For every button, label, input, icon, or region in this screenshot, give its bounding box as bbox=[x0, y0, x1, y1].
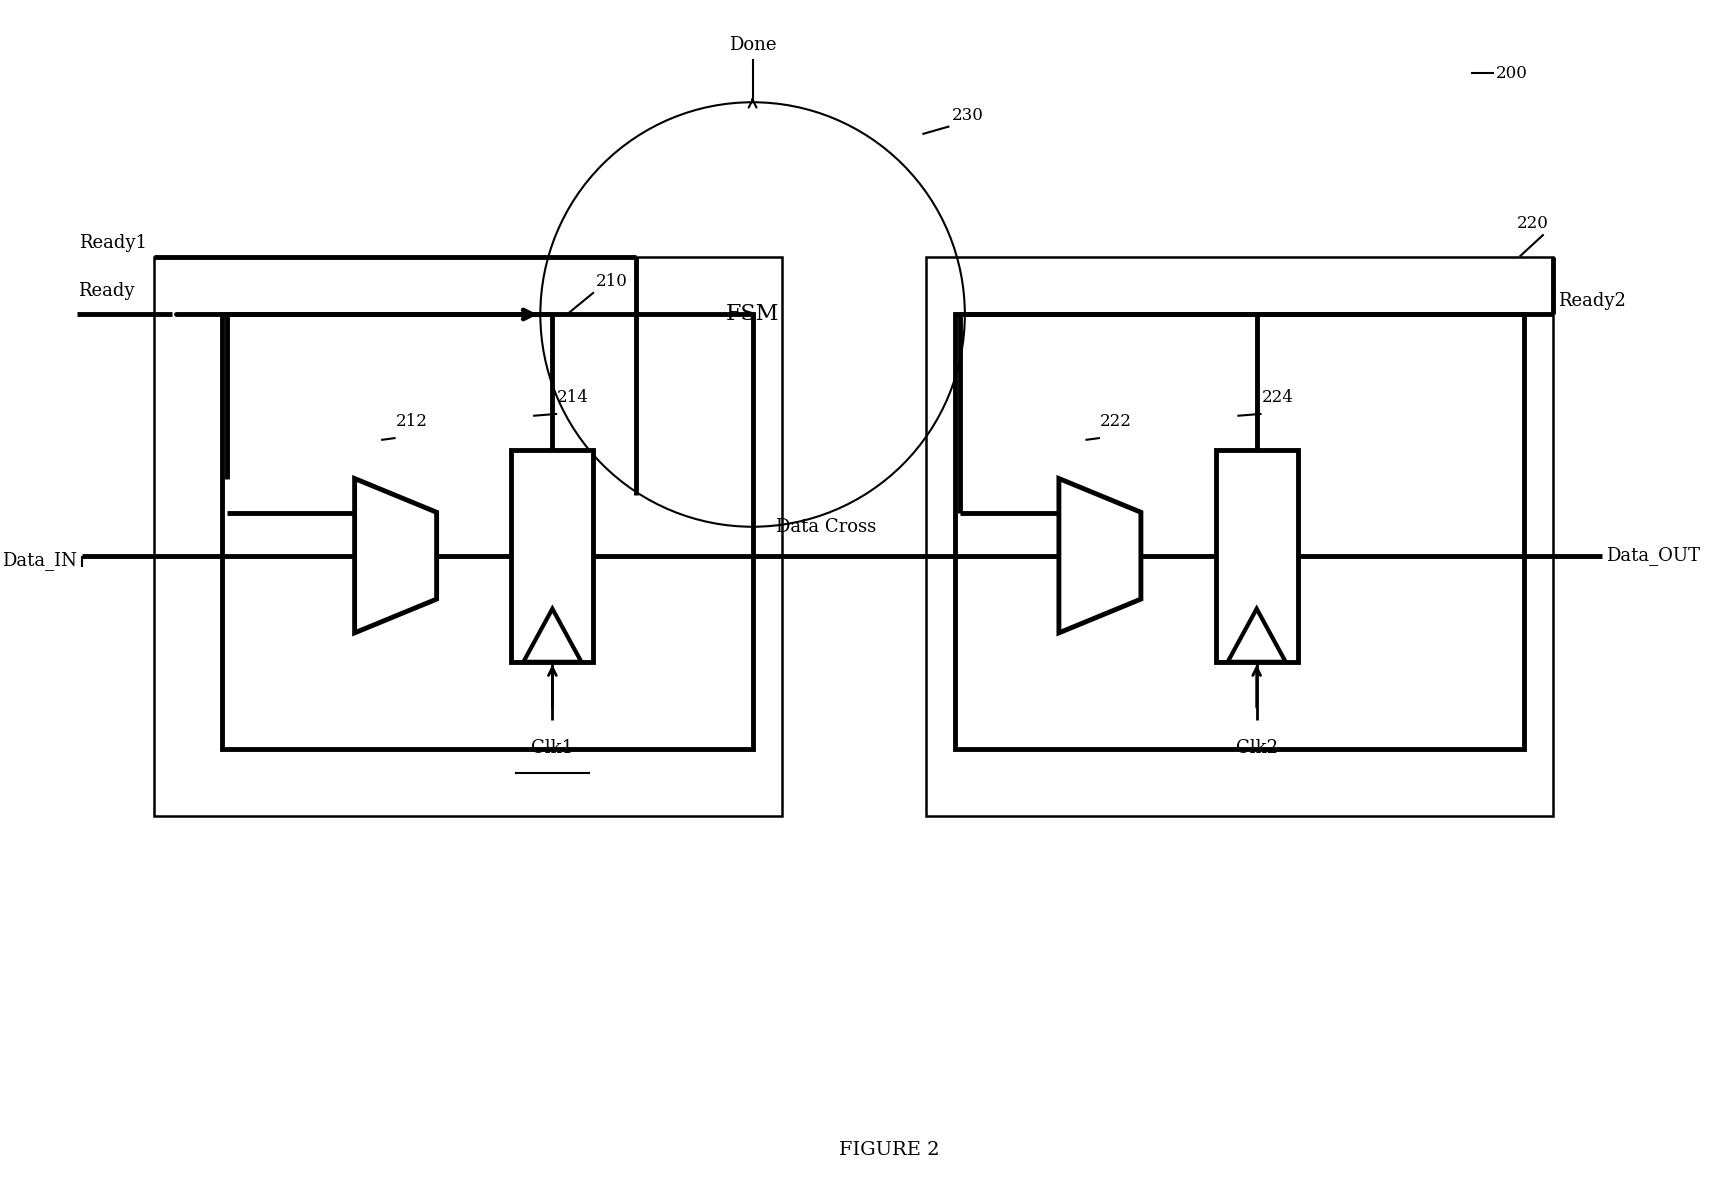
Text: Data_OUT: Data_OUT bbox=[1606, 547, 1699, 565]
Text: 222: 222 bbox=[1099, 413, 1130, 430]
Text: Done: Done bbox=[729, 36, 775, 54]
Text: 224: 224 bbox=[1261, 389, 1292, 406]
Bar bbox=[222, 314, 753, 749]
Text: Ready1: Ready1 bbox=[79, 234, 146, 252]
Text: 212: 212 bbox=[395, 413, 427, 430]
Polygon shape bbox=[1058, 478, 1141, 633]
Text: Data Cross: Data Cross bbox=[775, 519, 875, 537]
Bar bbox=[925, 256, 1552, 816]
Text: 200: 200 bbox=[1494, 65, 1527, 82]
Polygon shape bbox=[355, 478, 436, 633]
Text: 220: 220 bbox=[1516, 216, 1547, 232]
Bar bbox=[1215, 449, 1297, 662]
Text: Clk1: Clk1 bbox=[531, 739, 574, 757]
Bar bbox=[512, 449, 593, 662]
Text: Ready: Ready bbox=[78, 282, 134, 300]
Text: Clk2: Clk2 bbox=[1235, 739, 1277, 757]
Text: 230: 230 bbox=[951, 107, 982, 124]
Bar bbox=[955, 314, 1523, 749]
Text: FIGURE 2: FIGURE 2 bbox=[839, 1140, 939, 1158]
Text: 210: 210 bbox=[596, 273, 627, 290]
Text: 214: 214 bbox=[557, 389, 589, 406]
Text: FSM: FSM bbox=[725, 303, 779, 325]
Bar bbox=[155, 256, 781, 816]
Text: Data_IN: Data_IN bbox=[2, 551, 78, 569]
Text: Ready2: Ready2 bbox=[1558, 291, 1625, 309]
